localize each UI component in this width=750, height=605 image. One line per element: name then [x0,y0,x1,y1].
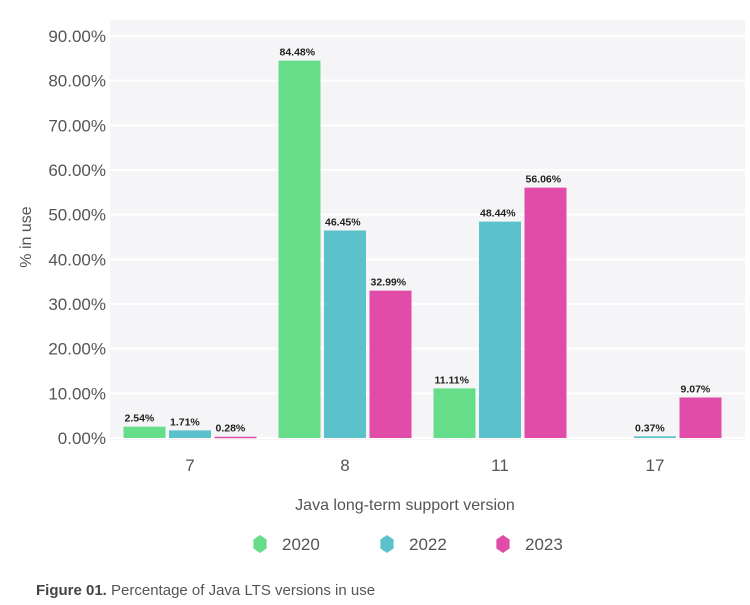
data-label: 9.07% [681,383,711,395]
data-label: 11.11% [435,374,470,386]
x-axis-label: Java long-term support version [295,497,515,514]
bar-2022-17 [634,436,676,438]
legend-label: 2020 [282,535,320,554]
x-tick-label: 17 [646,456,665,475]
data-label: 48.44% [480,208,516,220]
bar-2023-17 [679,397,722,438]
bar-2020-8 [278,60,321,438]
data-label: 46.45% [325,217,361,229]
y-tick-label: 80.00% [48,72,106,91]
bar-chart: 0.00% 10.00% 20.00% 30.00% 40.00% 50.00% 60.00… [18,20,745,554]
bar-2022-11 [479,221,521,438]
bar-2020-11 [433,388,476,438]
legend-hexagon-icon [380,535,394,553]
data-label: 32.99% [371,277,407,289]
y-axis-label: % in use [18,206,35,267]
x-tick-label: 8 [340,456,349,475]
bar-2023-8 [369,290,412,438]
x-tick-label: 11 [491,456,509,475]
bar-2022-8 [324,230,366,438]
y-tick-label: 60.00% [48,161,106,180]
legend-hexagon-icon [496,535,510,553]
figure-caption: Figure 01. Percentage of Java LTS versio… [36,582,375,599]
data-label: 2.54% [125,413,155,425]
y-tick-label: 20.00% [48,340,106,359]
data-label: 0.28% [216,423,246,435]
y-tick-label: 10.00% [48,384,106,403]
bar-2023-11 [524,187,567,438]
y-tick-label: 40.00% [48,250,106,269]
data-label: 56.06% [526,174,562,186]
plot-area [110,20,745,440]
bar-2020-7 [123,426,166,438]
y-tick-label: 0.00% [58,429,106,448]
data-label: 0.37% [635,422,665,434]
caption-text: Percentage of Java LTS versions in use [106,582,376,599]
legend-hexagon-icon [253,535,267,553]
x-tick-label: 7 [185,456,194,475]
bar-2022-7 [169,430,211,438]
y-tick-label: 50.00% [48,206,106,225]
bar-2023-7 [214,436,257,439]
y-tick-label: 90.00% [48,27,106,46]
legend-label: 2022 [409,535,447,554]
data-label: 84.48% [280,47,316,59]
legend-label: 2023 [525,535,563,554]
data-label: 1.71% [170,416,200,428]
caption-label: Figure 01. [36,582,107,599]
y-tick-label: 30.00% [48,295,106,314]
y-tick-label: 70.00% [48,116,106,135]
